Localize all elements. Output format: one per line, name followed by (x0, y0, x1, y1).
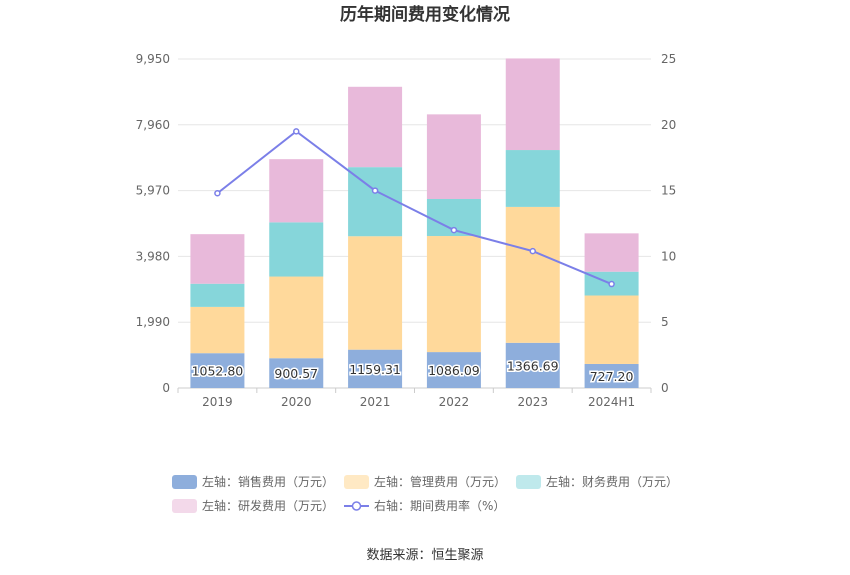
rate-point (450, 226, 458, 234)
right-tick-label: 0 (661, 381, 669, 395)
legend-label: 左轴：管理费用（万元） (374, 474, 506, 489)
legend[interactable]: 左轴：销售费用（万元） 左轴：管理费用（万元） 左轴：财务费用（万元） 左轴：研发费用… (172, 474, 678, 513)
bar-segment (348, 236, 403, 350)
bar-segment (190, 283, 245, 307)
right-tick-label: 10 (661, 249, 676, 263)
bar-value-label: 900.57 (274, 366, 318, 381)
left-tick-label: 1,990 (136, 315, 170, 329)
x-tick-label: 2023 (517, 395, 548, 409)
legend-item[interactable]: 左轴：财务费用（万元） (516, 474, 678, 489)
chart-title: 历年期间费用变化情况 (340, 4, 510, 25)
left-axis-ticks: 0 1,990 3,980 5,970 7,960 9,950 (136, 52, 170, 395)
bar-segment (269, 222, 324, 277)
bar-segment (190, 306, 245, 354)
legend-label: 右轴：期间费用率（%） (374, 498, 505, 513)
bar-segment (426, 114, 481, 199)
left-tick-label: 3,980 (136, 249, 170, 263)
bar-segment (505, 342, 560, 388)
right-tick-label: 15 (661, 184, 676, 198)
right-tick-label: 25 (661, 52, 676, 66)
x-tick-label: 2024H1 (588, 395, 635, 409)
bar-value-label: 1159.31 (349, 362, 401, 377)
right-axis-ticks: 0 5 10 15 20 25 (661, 52, 676, 395)
bar-value-label: 1086.09 (428, 363, 480, 378)
bar-segment (348, 167, 403, 237)
rate-point (293, 128, 300, 135)
x-tick-label: 2022 (439, 395, 470, 409)
legend-swatch (516, 475, 541, 489)
legend-swatch (172, 475, 197, 489)
right-tick-label: 5 (661, 315, 669, 329)
x-tick-label: 2021 (360, 395, 391, 409)
x-tick-label: 2019 (202, 395, 233, 409)
bar-segment (584, 295, 639, 364)
bar-segment (584, 363, 639, 388)
left-tick-label: 7,960 (136, 118, 170, 132)
rate-point (529, 247, 536, 255)
bar-segment (269, 276, 324, 359)
left-tick-label: 5,970 (136, 184, 170, 198)
bar-segment (505, 150, 560, 207)
left-tick-label: 9,950 (136, 52, 170, 66)
legend-item[interactable]: 左轴：研发费用（万元） (172, 498, 334, 513)
x-axis-ticks: 2019 2020 2021 2022 2023 2024H1 (177, 388, 652, 409)
right-tick-label: 20 (661, 118, 676, 132)
legend-label: 左轴：财务费用（万元） (546, 474, 678, 489)
legend-swatch (344, 475, 369, 489)
bar-segment (426, 352, 481, 388)
bar-data-labels: 1052.80 900.57 1159.31 1086.09 1366.69 727.20 (190, 357, 635, 386)
bar-segment (505, 58, 560, 151)
legend-item[interactable]: 右轴：期间费用率（%） (344, 498, 505, 513)
bar-value-label: 1052.80 (192, 364, 244, 379)
left-tick-label: 0 (162, 381, 170, 395)
bar-segment (348, 349, 403, 388)
bar-segment (269, 358, 324, 388)
bar-value-label: 1366.69 (507, 358, 559, 373)
legend-label: 左轴：研发费用（万元） (202, 498, 334, 513)
rate-point (214, 189, 221, 197)
rate-point (608, 280, 615, 288)
bar-segment (426, 236, 481, 353)
legend-point-swatch (351, 501, 362, 511)
x-tick-label: 2020 (281, 395, 312, 409)
bar-segment (505, 206, 560, 343)
data-source: 数据来源：恒生聚源 (366, 548, 483, 563)
bar-stacks (190, 58, 639, 388)
bar-segment (269, 159, 324, 223)
bar-segment (584, 233, 639, 272)
grid-lines (178, 58, 651, 389)
bar-segment (348, 86, 403, 168)
legend-swatch (172, 499, 197, 513)
rate-line-path (216, 130, 612, 285)
bar-segment (190, 234, 245, 284)
legend-label: 左轴：销售费用（万元） (202, 474, 334, 489)
bar-segment (190, 353, 245, 388)
legend-item[interactable]: 左轴：管理费用（万元） (344, 474, 506, 489)
legend-item[interactable]: 左轴：销售费用（万元） (172, 474, 334, 489)
rate-point (371, 187, 379, 194)
bar-value-label: 727.20 (590, 369, 634, 384)
expense-rate-line (214, 128, 615, 288)
